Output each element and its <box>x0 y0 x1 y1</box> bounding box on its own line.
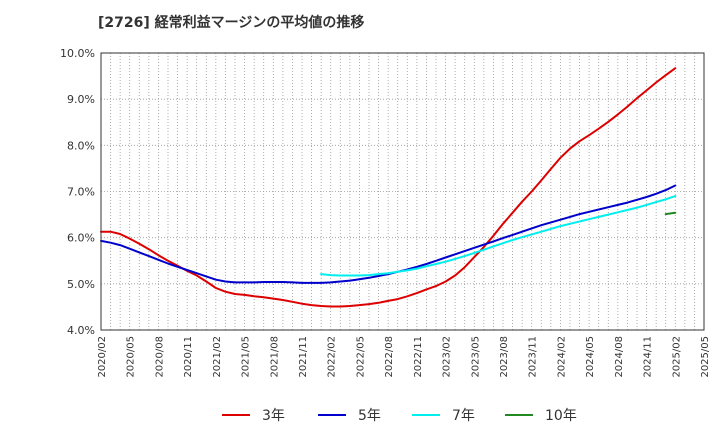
x-tick-label: 2024/05 <box>585 336 596 378</box>
legend-label: 5年 <box>358 408 381 424</box>
legend-swatch <box>505 414 533 416</box>
grid-layer <box>101 52 704 331</box>
legend: 3年 5年 7年 10年 <box>0 404 720 426</box>
y-tick-label: 10.0% <box>60 47 95 60</box>
legend-label: 10年 <box>545 408 577 424</box>
y-tick-label: 6.0% <box>67 232 95 245</box>
x-tick-label: 2025/05 <box>700 336 711 378</box>
chart-title: [2726] 経常利益マージンの平均値の推移 <box>98 15 365 31</box>
y-tick-label: 4.0% <box>67 324 95 337</box>
x-tick-label: 2023/05 <box>470 336 481 378</box>
legend-swatch <box>318 414 346 416</box>
x-tick-label: 2021/11 <box>298 336 309 378</box>
x-tick-label: 2020/05 <box>126 336 137 378</box>
y-tick-label: 8.0% <box>67 139 95 152</box>
y-tick-label: 5.0% <box>67 278 95 291</box>
tick-layer: 4.0% 5.0% 6.0% 7.0% 8.0% 9.0% 10.0% 2020/02 2020… <box>60 47 711 378</box>
y-tick-label: 9.0% <box>67 93 95 106</box>
legend-label: 3年 <box>262 408 285 424</box>
series-line-4 <box>664 211 677 216</box>
x-tick-label: 2020/11 <box>183 336 194 378</box>
x-tick-label: 2023/11 <box>528 336 539 378</box>
legend-item: 7年 <box>412 404 475 426</box>
series-line-1 <box>100 67 677 308</box>
plot-area-frame <box>100 52 705 331</box>
x-tick-label: 2024/08 <box>614 336 625 378</box>
y-tick-label: 7.0% <box>67 186 95 199</box>
legend-item: 5年 <box>318 404 381 426</box>
x-tick-label: 2021/08 <box>269 336 280 378</box>
x-tick-label: 2022/11 <box>413 336 424 378</box>
legend-item: 3年 <box>222 404 285 426</box>
x-tick-label: 2022/08 <box>384 336 395 378</box>
x-tick-label: 2023/02 <box>442 336 453 378</box>
legend-swatch <box>222 414 250 416</box>
x-tick-label: 2022/05 <box>355 336 366 378</box>
x-tick-label: 2021/05 <box>241 336 252 378</box>
x-tick-label: 2024/11 <box>643 336 654 378</box>
x-tick-label: 2025/02 <box>671 336 682 378</box>
legend-item: 10年 <box>505 404 577 426</box>
x-tick-label: 2022/02 <box>327 336 338 378</box>
x-tick-label: 2024/02 <box>556 336 567 378</box>
x-tick-label: 2023/08 <box>499 336 510 378</box>
series-line-3 <box>320 195 677 277</box>
legend-swatch <box>412 414 440 416</box>
legend-label: 7年 <box>452 408 475 424</box>
x-tick-label: 2020/02 <box>97 336 108 378</box>
x-tick-label: 2021/02 <box>212 336 223 378</box>
series-layer <box>100 67 677 308</box>
x-tick-label: 2020/08 <box>154 336 165 378</box>
